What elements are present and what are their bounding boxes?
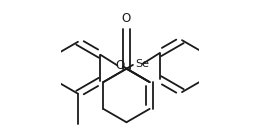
Text: O: O bbox=[115, 59, 125, 71]
Text: Se: Se bbox=[135, 59, 150, 69]
Text: O: O bbox=[122, 12, 131, 25]
